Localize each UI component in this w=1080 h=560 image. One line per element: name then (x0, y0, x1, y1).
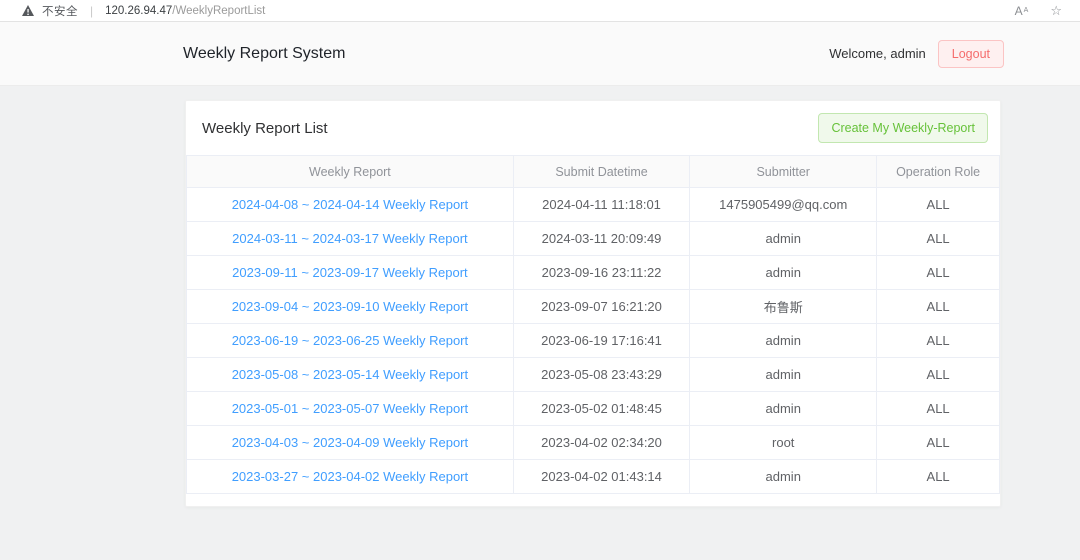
report-cell: 2023-04-03 ~ 2023-04-09 Weekly Report (186, 425, 514, 460)
logout-button[interactable]: Logout (937, 39, 1004, 68)
column-header-weekly-report: Weekly Report (186, 155, 514, 188)
report-link[interactable]: 2023-05-08 ~ 2023-05-14 Weekly Report (231, 367, 469, 382)
datetime-cell: 2024-03-11 20:09:49 (512, 221, 691, 256)
datetime-cell: 2023-05-02 01:48:45 (512, 391, 691, 426)
text-size-glyph: A (1014, 3, 1023, 18)
submitter-cell: admin (689, 391, 878, 426)
datetime-cell: 2024-04-11 11:18:01 (512, 187, 691, 222)
report-cell: 2024-04-08 ~ 2024-04-14 Weekly Report (186, 187, 514, 222)
submitter-cell: 1475905499@qq.com (689, 187, 878, 222)
table-row: 2024-04-08 ~ 2024-04-14 Weekly Report 20… (186, 187, 1000, 222)
report-link[interactable]: 2023-05-01 ~ 2023-05-07 Weekly Report (231, 401, 469, 416)
submitter-cell: 布鲁斯 (689, 289, 878, 324)
role-cell: ALL (876, 357, 1000, 392)
role-cell: ALL (876, 289, 1000, 324)
datetime-cell: 2023-04-02 01:43:14 (512, 459, 691, 494)
report-cell: 2024-03-11 ~ 2024-03-17 Weekly Report (186, 221, 514, 256)
submitter-cell: root (689, 425, 878, 460)
submitter-cell: admin (689, 357, 878, 392)
report-cell: 2023-09-11 ~ 2023-09-17 Weekly Report (186, 255, 514, 290)
text-size-sup-glyph: A (1023, 7, 1029, 14)
datetime-cell: 2023-06-19 17:16:41 (512, 323, 691, 358)
url-divider: | (90, 3, 94, 18)
url-text[interactable]: 120.26.94.47/WeeklyReportList (105, 5, 265, 17)
submitter-cell: admin (689, 323, 878, 358)
create-weekly-report-button[interactable]: Create My Weekly-Report (818, 113, 988, 143)
table-row: 2024-03-11 ~ 2024-03-17 Weekly Report 20… (186, 221, 1000, 256)
submitter-cell: admin (689, 459, 878, 494)
card-title: Weekly Report List (202, 119, 328, 137)
table-row: 2023-05-01 ~ 2023-05-07 Weekly Report 20… (186, 391, 1000, 426)
security-warning-icon (22, 5, 34, 16)
insecure-label: 不安全 (42, 5, 78, 18)
report-link[interactable]: 2023-03-27 ~ 2023-04-02 Weekly Report (231, 469, 469, 484)
weekly-report-card: Weekly Report List Create My Weekly-Repo… (185, 100, 1001, 507)
column-header-submitter: Submitter (689, 155, 878, 188)
submitter-cell: admin (689, 255, 878, 290)
table-header-row: Weekly Report Submit Datetime Submitter … (186, 155, 1000, 188)
report-cell: 2023-05-01 ~ 2023-05-07 Weekly Report (186, 391, 514, 426)
role-cell: ALL (876, 255, 1000, 290)
role-cell: ALL (876, 425, 1000, 460)
table-row: 2023-09-11 ~ 2023-09-17 Weekly Report 20… (186, 255, 1000, 290)
role-cell: ALL (876, 323, 1000, 358)
welcome-text: Welcome, admin (829, 46, 926, 61)
card-header: Weekly Report List Create My Weekly-Repo… (186, 101, 1000, 155)
report-cell: 2023-03-27 ~ 2023-04-02 Weekly Report (186, 459, 514, 494)
app-header: Weekly Report System Welcome, admin Logo… (0, 22, 1080, 86)
report-link[interactable]: 2023-06-19 ~ 2023-06-25 Weekly Report (231, 333, 469, 348)
table-row: 2023-05-08 ~ 2023-05-14 Weekly Report 20… (186, 357, 1000, 392)
datetime-cell: 2023-09-07 16:21:20 (512, 289, 691, 324)
report-cell: 2023-09-04 ~ 2023-09-10 Weekly Report (186, 289, 514, 324)
column-header-submit-datetime: Submit Datetime (512, 155, 691, 188)
report-link[interactable]: 2024-04-08 ~ 2024-04-14 Weekly Report (231, 197, 469, 212)
favorite-star-icon[interactable]: ☆ (1050, 2, 1062, 18)
column-header-operation-role: Operation Role (876, 155, 1000, 188)
report-link[interactable]: 2023-04-03 ~ 2023-04-09 Weekly Report (231, 435, 469, 450)
role-cell: ALL (876, 459, 1000, 494)
url-path: /WeeklyReportList (172, 4, 266, 17)
submitter-cell: admin (689, 221, 878, 256)
role-cell: ALL (876, 221, 1000, 256)
datetime-cell: 2023-04-02 02:34:20 (512, 425, 691, 460)
datetime-cell: 2023-05-08 23:43:29 (512, 357, 691, 392)
page-title: Weekly Report System (183, 44, 346, 62)
role-cell: ALL (876, 187, 1000, 222)
table-row: 2023-06-19 ~ 2023-06-25 Weekly Report 20… (186, 323, 1000, 358)
role-cell: ALL (876, 391, 1000, 426)
report-link[interactable]: 2023-09-04 ~ 2023-09-10 Weekly Report (231, 299, 469, 314)
table-row: 2023-04-03 ~ 2023-04-09 Weekly Report 20… (186, 425, 1000, 460)
url-host: 120.26.94.47 (105, 4, 173, 17)
datetime-cell: 2023-09-16 23:11:22 (512, 255, 691, 290)
table-row: 2023-03-27 ~ 2023-04-02 Weekly Report 20… (186, 459, 1000, 494)
table-row: 2023-09-04 ~ 2023-09-10 Weekly Report 20… (186, 289, 1000, 324)
report-link[interactable]: 2023-09-11 ~ 2023-09-17 Weekly Report (232, 265, 468, 280)
report-cell: 2023-05-08 ~ 2023-05-14 Weekly Report (186, 357, 514, 392)
report-cell: 2023-06-19 ~ 2023-06-25 Weekly Report (186, 323, 514, 358)
weekly-report-table: Weekly Report Submit Datetime Submitter … (186, 155, 1000, 494)
report-link[interactable]: 2024-03-11 ~ 2024-03-17 Weekly Report (232, 231, 468, 246)
